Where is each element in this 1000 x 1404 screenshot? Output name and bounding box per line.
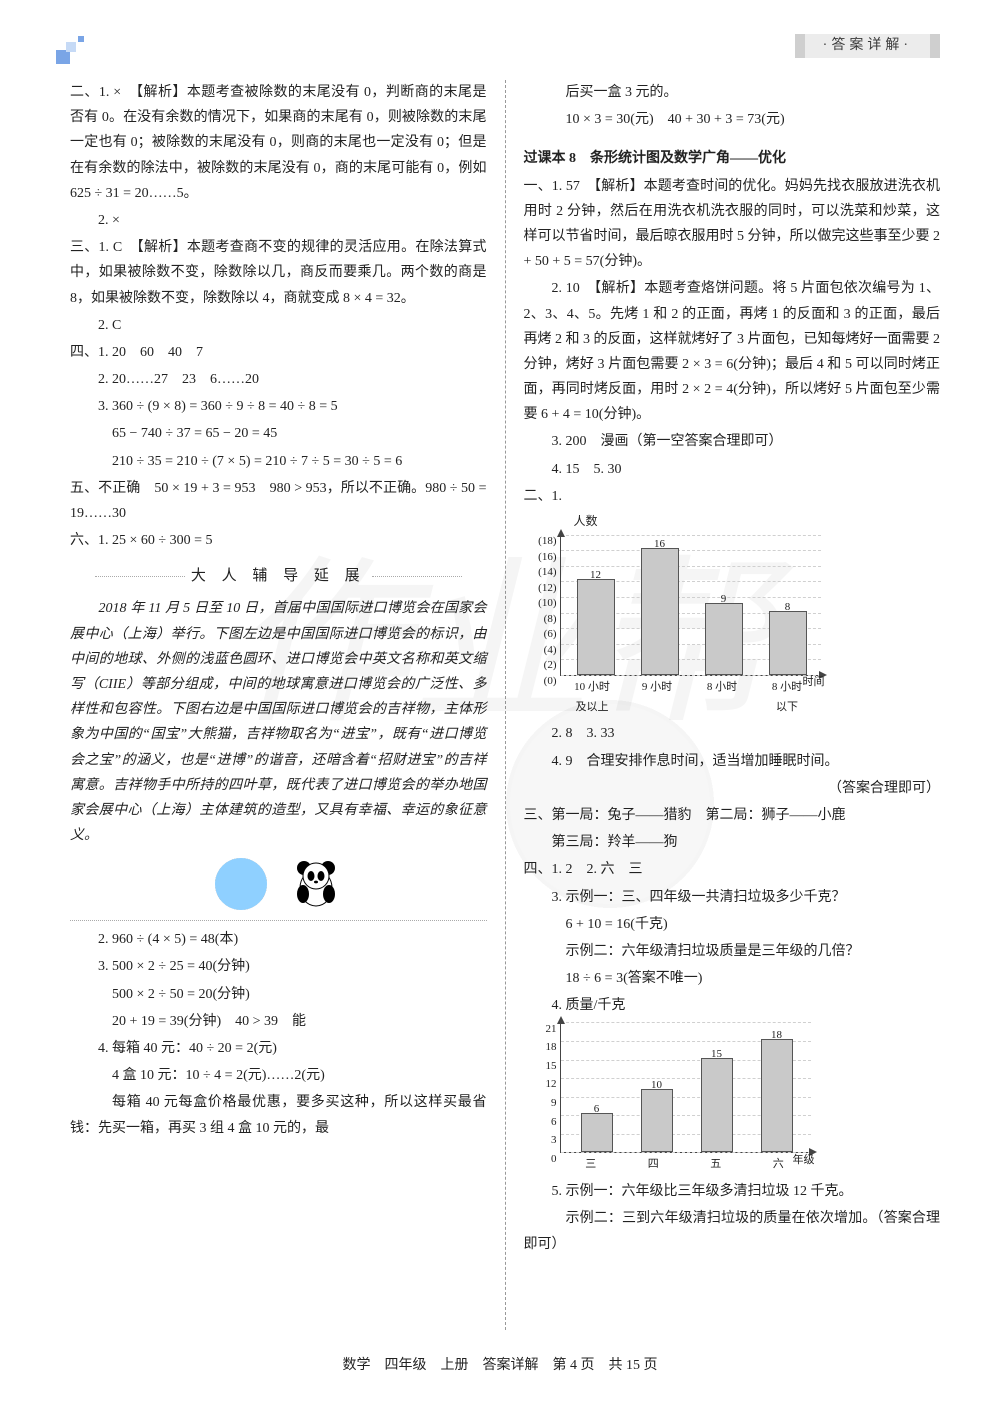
- text: 3. 360 ÷ (9 × 8) = 360 ÷ 9 ÷ 8 = 40 ÷ 8 …: [70, 394, 487, 419]
- text: 20 + 19 = 39(分钟) 40 > 39 能: [70, 1009, 487, 1034]
- text: 每箱 40 元每盒价格最优惠，要多买这种，所以这样买最省钱：先买一箱，再买 3 …: [70, 1090, 487, 1140]
- text: 4. 15 5. 30: [524, 457, 941, 482]
- text: 示例二：三到六年级清扫垃圾的质量在依次增加。（答案合理即可）: [524, 1206, 941, 1256]
- text: （答案合理即可）: [524, 776, 941, 801]
- text: 4 盒 10 元：10 ÷ 4 = 2(元)……2(元): [70, 1063, 487, 1088]
- chart-ylabel: 人数: [574, 514, 598, 528]
- text: 2. C: [70, 313, 487, 338]
- text: 后买一盒 3 元的。: [524, 80, 941, 105]
- text: 2. 960 ÷ (4 × 5) = 48(本): [70, 927, 487, 952]
- page: ·答案详解· 作业帮 二、1. × 【解析】本题考查被除数的末尾没有 0，判断商…: [0, 0, 1000, 1404]
- chart-xlabel: 9 小时: [625, 678, 690, 718]
- page-header: ·答案详解·: [805, 34, 930, 58]
- left-column: 二、1. × 【解析】本题考查被除数的末尾没有 0，判断商的末尾是否有 0。在没…: [70, 80, 487, 1330]
- text: 3. 示例一：三、四年级一共清扫垃圾多少千克？: [524, 885, 941, 910]
- text: 六、1. 25 × 60 ÷ 300 = 5: [70, 528, 487, 553]
- text: 6 + 10 = 16(千克): [524, 912, 941, 937]
- section-title: 过课本 8 条形统计图及数学广角——优化: [524, 146, 941, 171]
- text: 18 ÷ 6 = 3(答案不唯一): [524, 966, 941, 991]
- text: 示例二：六年级清扫垃圾质量是三年级的几倍？: [524, 939, 941, 964]
- right-column: 后买一盒 3 元的。 10 × 3 = 30(元) 40 + 30 + 3 = …: [524, 80, 941, 1330]
- text: 210 ÷ 35 = 210 ÷ (7 × 5) = 210 ÷ 7 ÷ 5 =…: [70, 449, 487, 474]
- ciie-logo-icon: [215, 858, 267, 910]
- text: 4. 质量/千克: [524, 993, 941, 1018]
- chart-xlabel: 10 小时及以上: [560, 678, 625, 718]
- bar-chart-2: 0369121518216101518年级三四五六: [560, 1022, 941, 1175]
- chart-xlabel: 四: [622, 1155, 685, 1175]
- corner-decoration: [56, 36, 84, 64]
- text: 500 × 2 ÷ 50 = 20(分钟): [70, 982, 487, 1007]
- chart-bar: 8: [769, 611, 807, 675]
- text: 2. ×: [70, 208, 487, 233]
- panda-mascot-icon: [290, 854, 342, 914]
- chart-bar: 16: [641, 548, 679, 674]
- text: 二、1. × 【解析】本题考查被除数的末尾没有 0，判断商的末尾是否有 0。在没…: [70, 80, 487, 206]
- text: 4. 每箱 40 元：40 ÷ 20 = 2(元): [70, 1036, 487, 1061]
- column-divider: [505, 80, 506, 1330]
- text: 10 × 3 = 30(元) 40 + 30 + 3 = 73(元): [524, 107, 941, 132]
- dotted-rule: [70, 920, 487, 921]
- text: 第三局：羚羊——狗: [524, 830, 941, 855]
- content-columns: 二、1. × 【解析】本题考查被除数的末尾没有 0，判断商的末尾是否有 0。在没…: [70, 80, 940, 1330]
- text: 三、1. C 【解析】本题考查商不变的规律的灵活应用。在除法算式中，如果被除数不…: [70, 235, 487, 311]
- chart-bar: 9: [705, 603, 743, 675]
- tutor-heading: 大 人 辅 导 延 展: [70, 563, 487, 590]
- chart-xlabel: 8 小时: [690, 678, 755, 718]
- text: 65 − 740 ÷ 37 = 65 − 20 = 45: [70, 421, 487, 446]
- chart-bar: 10: [641, 1089, 673, 1153]
- chart-xlabel: 五: [685, 1155, 748, 1175]
- page-footer: 数学 四年级 上册 答案详解 第 4 页 共 15 页: [0, 1353, 1000, 1378]
- text: 三、第一局：兔子——猎豹 第二局：狮子——小鹿: [524, 803, 941, 828]
- chart-bar: 18: [761, 1039, 793, 1152]
- text: 四、1. 2 2. 六 三: [524, 857, 941, 882]
- chart-xlabel: 三: [560, 1155, 623, 1175]
- logo-row: [70, 854, 487, 914]
- text: 5. 示例一：六年级比三年级多清扫垃圾 12 千克。: [524, 1179, 941, 1204]
- chart-bar: 6: [581, 1113, 613, 1152]
- text: 一、1. 57 【解析】本题考查时间的优化。妈妈先找衣服放进洗衣机用时 2 分钟…: [524, 174, 941, 275]
- text: 2. 8 3. 33: [524, 721, 941, 746]
- text: 4. 9 合理安排作息时间，适当增加睡眠时间。: [524, 749, 941, 774]
- bar-chart-1: 人数(0)(2)(4)(6)(8)(10)(12)(14)(16)(18)121…: [560, 513, 941, 717]
- text: 五、不正确 50 × 19 + 3 = 953 980 > 953，所以不正确。…: [70, 476, 487, 526]
- text: 2. 20……27 23 6……20: [70, 367, 487, 392]
- tutor-body: 2018 年 11 月 5 日至 10 日，首届中国国际进口博览会在国家会展中心…: [70, 596, 487, 848]
- chart1-lead: 二、1.: [524, 484, 941, 509]
- text: 3. 200 漫画（第一空答案合理即可）: [524, 429, 941, 454]
- text: 3. 500 × 2 ÷ 25 = 40(分钟): [70, 954, 487, 979]
- text: 2. 10 【解析】本题考查烙饼问题。将 5 片面包依次编号为 1、2、3、4、…: [524, 276, 941, 427]
- chart-bar: 15: [701, 1058, 733, 1153]
- chart-bar: 12: [577, 579, 615, 674]
- text: 四、1. 20 60 40 7: [70, 340, 487, 365]
